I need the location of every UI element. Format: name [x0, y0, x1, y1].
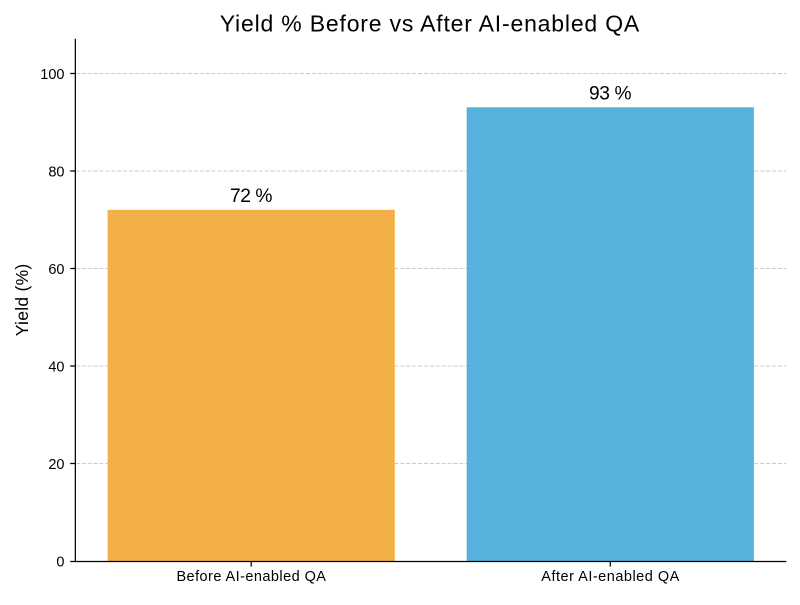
svg-text:93 %: 93 % [589, 83, 632, 104]
svg-text:After AI-enabled QA: After AI-enabled QA [541, 569, 679, 585]
svg-text:20: 20 [48, 457, 64, 473]
svg-text:0: 0 [56, 555, 64, 571]
svg-text:40: 40 [48, 360, 64, 376]
svg-text:60: 60 [48, 262, 64, 278]
svg-text:80: 80 [48, 165, 64, 181]
svg-text:Before AI-enabled QA: Before AI-enabled QA [176, 569, 326, 585]
svg-text:Yield (%): Yield (%) [12, 264, 32, 337]
svg-text:100: 100 [40, 67, 64, 83]
svg-text:Yield % Before vs After AI-ena: Yield % Before vs After AI-enabled QA [220, 11, 640, 37]
svg-text:72 %: 72 % [230, 186, 273, 207]
